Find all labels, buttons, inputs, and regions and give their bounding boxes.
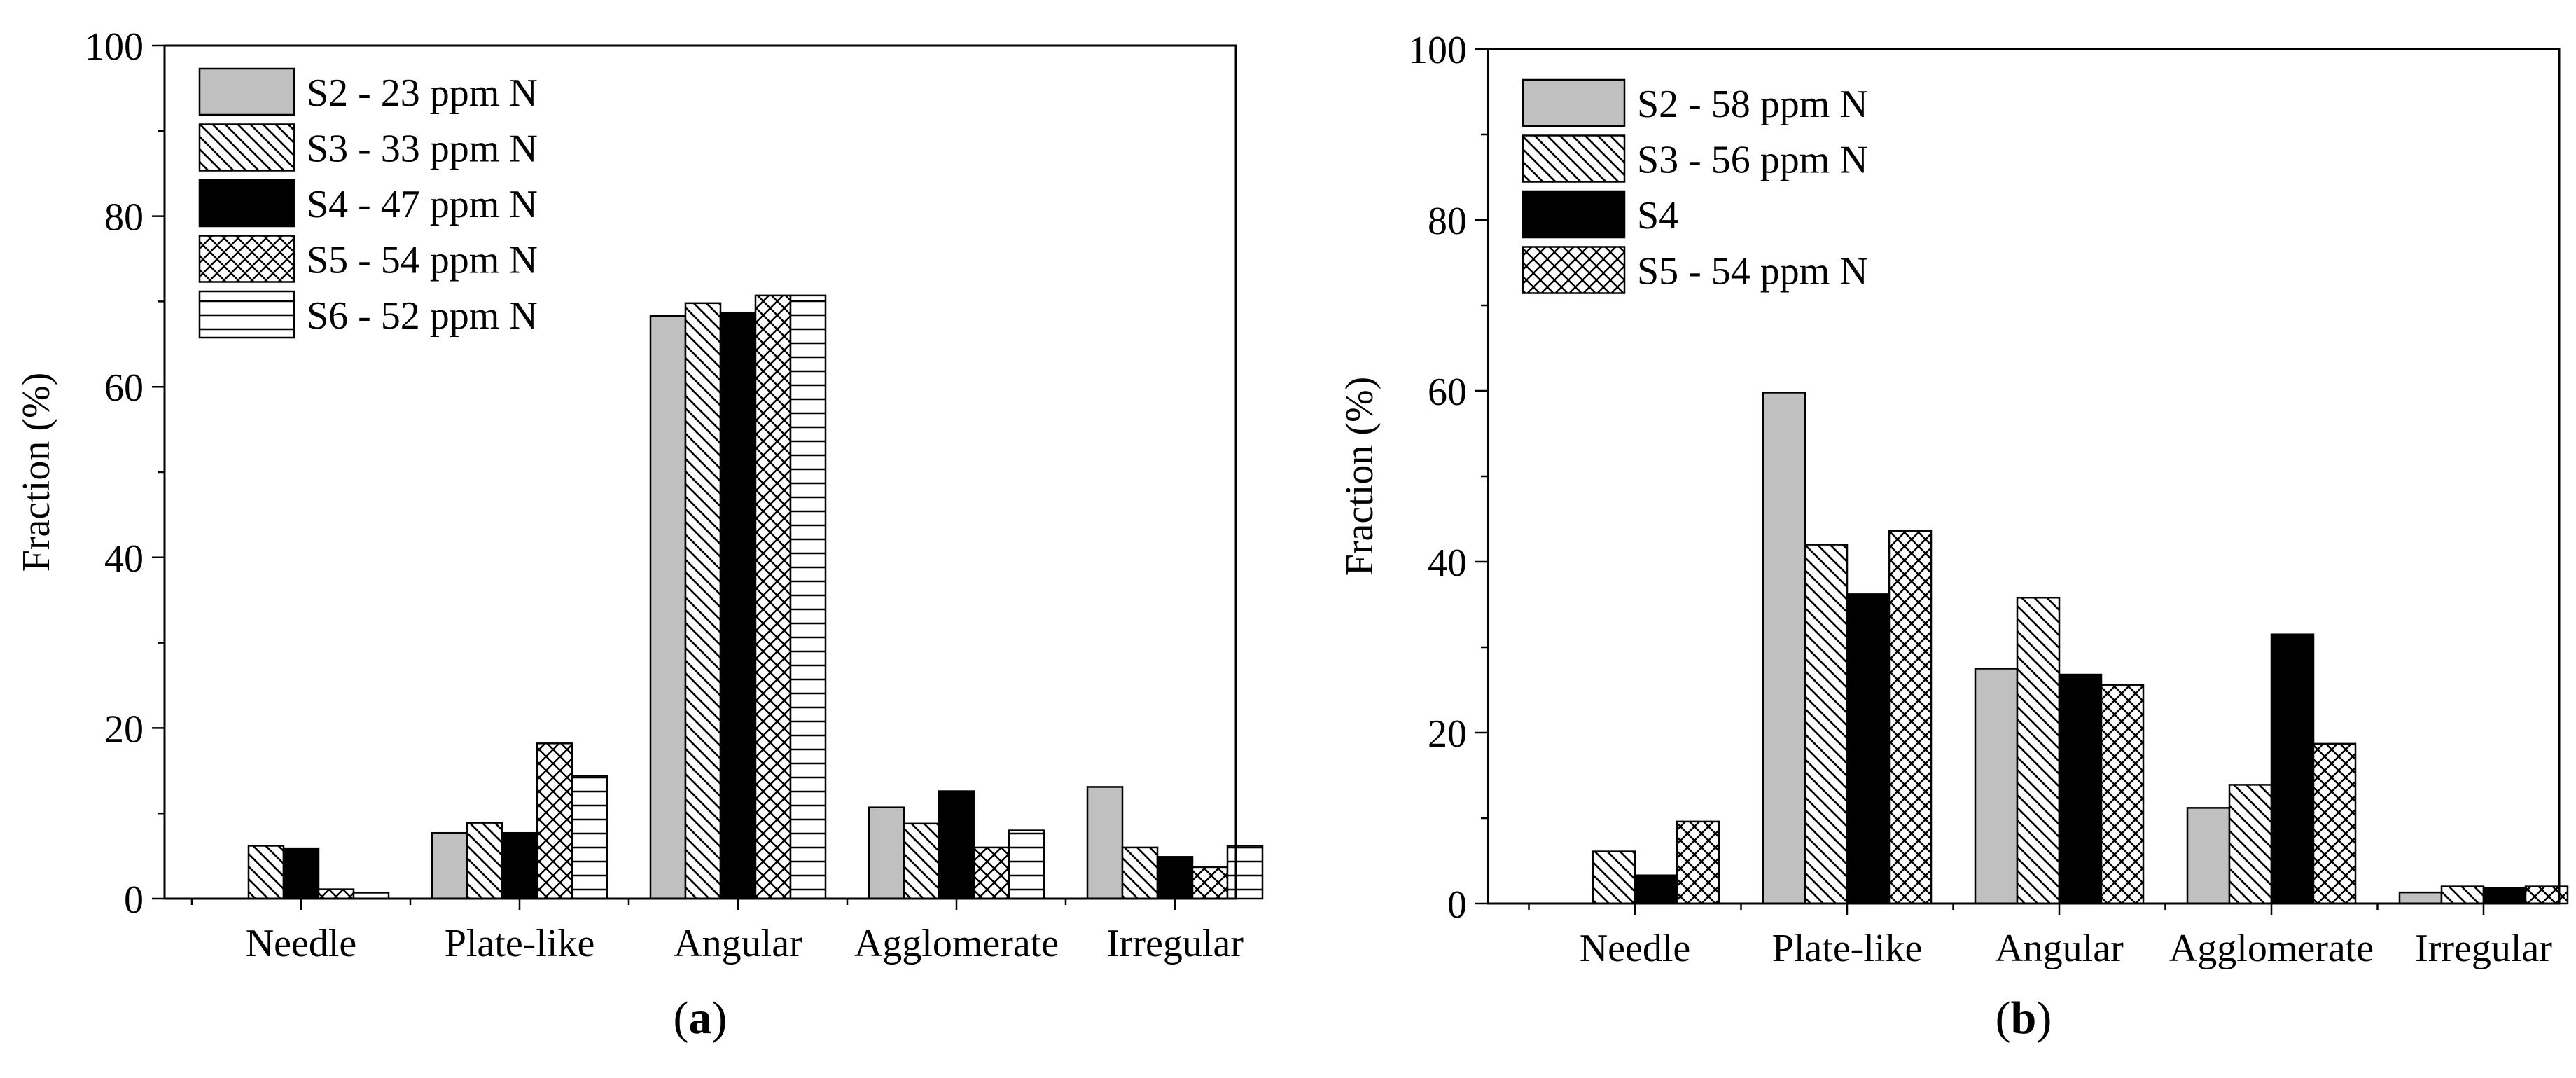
y-tick-label: 80: [1428, 200, 1467, 243]
legend-swatch: [198, 235, 295, 283]
bar-a-s4-agglomerate: [973, 846, 1010, 900]
y-axis-title: Fraction (%): [1338, 377, 1381, 576]
x-tick-label: Angular: [1995, 927, 2124, 970]
x-tick-label: Plate-like: [1772, 927, 1923, 970]
bar-a-s4-angular: [754, 294, 792, 900]
plot-frame: [1487, 48, 2561, 905]
legend-label: S5 - 54 ppm N: [307, 239, 538, 282]
panel-label: (a): [674, 993, 727, 1044]
x-tick-label: Angular: [674, 922, 802, 965]
panel-label-close: ): [2036, 993, 2052, 1044]
legend-swatch: [198, 123, 295, 172]
x-tick-label: Agglomerate: [854, 922, 1059, 965]
y-tick-label: 80: [104, 196, 144, 240]
panel-label-letter: a: [689, 993, 712, 1044]
bar-b-s4-angular: [2100, 684, 2145, 905]
chart-panel-a: Needle Plate-like Angular Agglomerate Irregu…: [15, 25, 1264, 1044]
bar-a-s3-agglomerate: [938, 790, 975, 900]
bar-a-s1-agglomerate: [868, 806, 905, 900]
y-tick-label: 100: [85, 25, 144, 69]
bar-b-s3-angular: [2058, 673, 2103, 905]
panel-label: (b): [1996, 993, 2052, 1044]
bar-a-s2-plate-like: [466, 822, 503, 900]
y-tick-label: 0: [124, 878, 144, 922]
plot-frame: [163, 44, 1237, 900]
y-tick-label: 40: [104, 537, 144, 581]
panel-label-open: (: [1996, 993, 2011, 1044]
bar-a-s2-agglomerate: [903, 822, 940, 900]
legend-label: S6 - 52 ppm N: [307, 294, 538, 338]
bar-a-s5-angular: [789, 294, 827, 900]
bar-a-s1-irregular: [1086, 786, 1124, 900]
legend-label: S4: [1637, 194, 1678, 237]
bar-b-s1-agglomerate: [2186, 807, 2231, 905]
x-tick-label: Needle: [246, 922, 357, 965]
bar-a-s1-angular: [649, 315, 687, 900]
bar-a-s2-needle: [247, 845, 285, 900]
bar-b-s3-irregular: [2482, 887, 2527, 905]
bar-b-s2-irregular: [2440, 885, 2485, 905]
bar-a-s2-irregular: [1121, 846, 1159, 900]
legend-swatch: [198, 67, 295, 116]
chart-panel-b: Needle Plate-like Angular Agglomerate Irregu…: [1338, 29, 2569, 1044]
bar-a-s3-angular: [719, 311, 757, 900]
bar-a-s4-needle: [317, 888, 355, 900]
bar-b-s4-plate-like: [1888, 530, 1933, 905]
panel-label-open: (: [674, 993, 689, 1044]
y-tick-label: 20: [104, 707, 144, 751]
legend-label: S5 - 54 ppm N: [1637, 250, 1868, 293]
y-tick-label: 60: [1428, 371, 1467, 414]
y-tick-label: 0: [1447, 883, 1467, 927]
bar-b-s2-angular: [2016, 596, 2061, 905]
legend-swatch: [1522, 78, 1626, 127]
bar-a-s5-agglomerate: [1008, 829, 1045, 900]
bar-a-s4-irregular: [1191, 866, 1229, 900]
bar-b-s2-agglomerate: [2228, 784, 2273, 905]
bar-a-s3-plate-like: [501, 831, 538, 900]
legend-swatch: [198, 290, 295, 339]
legend-label: S3 - 56 ppm N: [1637, 139, 1868, 182]
x-tick-label: Needle: [1580, 927, 1691, 970]
x-tick-label: Agglomerate: [2169, 927, 2374, 970]
panel-label-close: ): [712, 993, 727, 1044]
legend-label: S2 - 58 ppm N: [1637, 83, 1868, 126]
bar-b-s2-needle: [1592, 850, 1636, 905]
bar-b-s3-needle: [1634, 874, 1678, 905]
bar-b-s4-needle: [1676, 820, 1720, 905]
legend-label: S2 - 23 ppm N: [307, 71, 538, 115]
y-tick-label: 60: [104, 366, 144, 410]
bar-b-s3-plate-like: [1846, 593, 1891, 905]
legend-swatch: [1522, 190, 1626, 239]
bar-b-s4-irregular: [2524, 885, 2569, 905]
y-tick-label: 100: [1408, 29, 1467, 72]
legend-swatch: [1522, 134, 1626, 183]
x-tick-label: Irregular: [2415, 927, 2552, 970]
y-tick-label: 20: [1428, 712, 1467, 756]
bar-b-s1-irregular: [2398, 891, 2443, 905]
panel-label-letter: b: [2011, 993, 2037, 1044]
y-tick-label: 40: [1428, 541, 1467, 585]
bar-a-s5-plate-like: [571, 775, 608, 900]
bar-b-s3-agglomerate: [2270, 633, 2315, 905]
bar-b-s1-angular: [1974, 668, 2019, 905]
bar-a-s1-plate-like: [431, 831, 468, 900]
bar-a-s3-irregular: [1156, 856, 1194, 900]
x-tick-label: Plate-like: [445, 922, 595, 965]
legend-swatch: [1522, 246, 1626, 294]
bar-b-s2-plate-like: [1804, 544, 1849, 905]
bar-a-s3-needle: [282, 847, 320, 900]
bar-a-s4-plate-like: [536, 742, 573, 900]
bar-b-s4-agglomerate: [2312, 742, 2357, 905]
bar-b-s1-plate-like: [1762, 392, 1806, 905]
x-tick-label: Irregular: [1106, 922, 1244, 965]
bar-a-s2-angular: [684, 302, 722, 900]
bar-a-s5-irregular: [1226, 845, 1264, 900]
legend-label: S4 - 47 ppm N: [307, 183, 538, 226]
legend-swatch: [198, 179, 295, 228]
y-axis-title: Fraction (%): [15, 373, 58, 572]
legend-label: S3 - 33 ppm N: [307, 127, 538, 171]
